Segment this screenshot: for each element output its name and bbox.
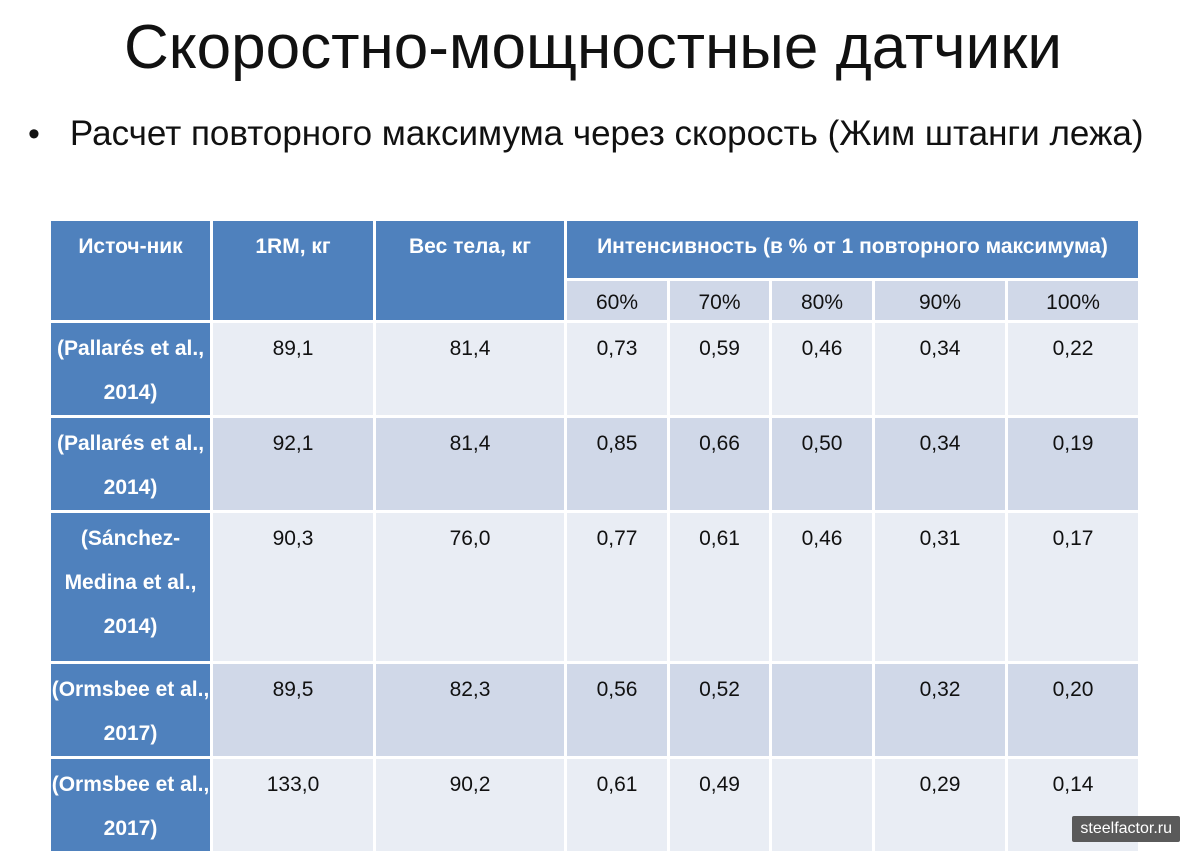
rm-cell: 92,1 bbox=[210, 415, 376, 513]
source-cell: (Pallarés et al., 2014) bbox=[48, 320, 213, 418]
velocity-cell: 0,77 bbox=[564, 510, 670, 664]
weight-cell: 81,4 bbox=[373, 415, 567, 513]
bullet-item: • Расчет повторного максимума через скор… bbox=[28, 112, 1148, 156]
velocity-cell: 0,22 bbox=[1004, 320, 1142, 418]
subheader-percent: 90% bbox=[872, 278, 1008, 323]
slide-title: Скоростно-мощностные датчики bbox=[124, 13, 1062, 82]
velocity-cell: 0,17 bbox=[1004, 510, 1142, 664]
velocity-cell: 0,50 bbox=[769, 415, 875, 513]
velocity-cell bbox=[769, 661, 875, 759]
rm-cell: 89,5 bbox=[210, 661, 376, 759]
table-row: (Sánchez-Medina et al., 2014) 90,3 76,0 … bbox=[48, 510, 1142, 664]
rm-cell: 89,1 bbox=[210, 320, 376, 418]
subheader-percent: 60% bbox=[564, 278, 670, 323]
header-intensity: Интенсивность (в % от 1 повторного макси… bbox=[563, 218, 1142, 281]
table-row: (Ormsbee et al., 2017) 133,0 90,2 0,61 0… bbox=[48, 756, 1142, 854]
data-table: Источ-ник 1RM, кг Вес тела, кг Интенсивн… bbox=[48, 218, 1142, 854]
velocity-cell: 0,85 bbox=[564, 415, 670, 513]
weight-cell: 90,2 bbox=[373, 756, 567, 854]
velocity-cell: 0,52 bbox=[667, 661, 772, 759]
site-watermark: steelfactor.ru bbox=[1072, 816, 1180, 842]
velocity-cell: 0,49 bbox=[667, 756, 772, 854]
velocity-cell: 0,19 bbox=[1004, 415, 1142, 513]
weight-cell: 81,4 bbox=[373, 320, 567, 418]
source-cell: (Ormsbee et al., 2017) bbox=[48, 756, 213, 854]
velocity-cell bbox=[769, 756, 875, 854]
rm-cell: 133,0 bbox=[210, 756, 376, 854]
rm-cell: 90,3 bbox=[210, 510, 376, 664]
subheader-percent: 100% bbox=[1004, 278, 1142, 323]
velocity-cell: 0,34 bbox=[872, 320, 1008, 418]
table-row: (Pallarés et al., 2014) 89,1 81,4 0,73 0… bbox=[48, 320, 1142, 418]
subheader-row: 60% 70% 80% 90% 100% bbox=[50, 278, 1142, 323]
velocity-cell: 0,73 bbox=[564, 320, 670, 418]
bullet-text: Расчет повторного максимума через скорос… bbox=[69, 114, 1144, 153]
velocity-cell: 0,31 bbox=[872, 510, 1008, 664]
velocity-cell: 0,46 bbox=[769, 510, 875, 664]
table-row: (Pallarés et al., 2014) 92,1 81,4 0,85 0… bbox=[48, 415, 1142, 513]
table-row: (Ormsbee et al., 2017) 89,5 82,3 0,56 0,… bbox=[48, 661, 1142, 759]
header-source: Источ-ник bbox=[48, 218, 213, 323]
velocity-cell: 0,46 bbox=[769, 320, 875, 418]
velocity-cell: 0,29 bbox=[872, 756, 1008, 854]
weight-cell: 82,3 bbox=[373, 661, 567, 759]
source-cell: (Pallarés et al., 2014) bbox=[48, 415, 213, 513]
velocity-cell: 0,20 bbox=[1004, 661, 1142, 759]
velocity-cell: 0,32 bbox=[872, 661, 1008, 759]
velocity-cell: 0,34 bbox=[872, 415, 1008, 513]
velocity-cell: 0,59 bbox=[667, 320, 772, 418]
subheader-percent: 80% bbox=[769, 278, 875, 323]
header-row: Источ-ник 1RM, кг Вес тела, кг Интенсивн… bbox=[48, 218, 1142, 323]
velocity-cell: 0,61 bbox=[564, 756, 670, 854]
source-cell: (Ormsbee et al., 2017) bbox=[48, 661, 213, 759]
source-cell: (Sánchez-Medina et al., 2014) bbox=[48, 510, 213, 664]
weight-cell: 76,0 bbox=[373, 510, 567, 664]
velocity-cell: 0,66 bbox=[667, 415, 772, 513]
header-body-weight: Вес тела, кг bbox=[373, 218, 567, 323]
subheader-percent: 70% bbox=[667, 278, 772, 323]
velocity-cell: 0,61 bbox=[667, 510, 772, 664]
bullet-dot-icon: • bbox=[28, 115, 40, 153]
header-1rm: 1RM, кг bbox=[210, 218, 376, 323]
velocity-cell: 0,56 bbox=[564, 661, 670, 759]
